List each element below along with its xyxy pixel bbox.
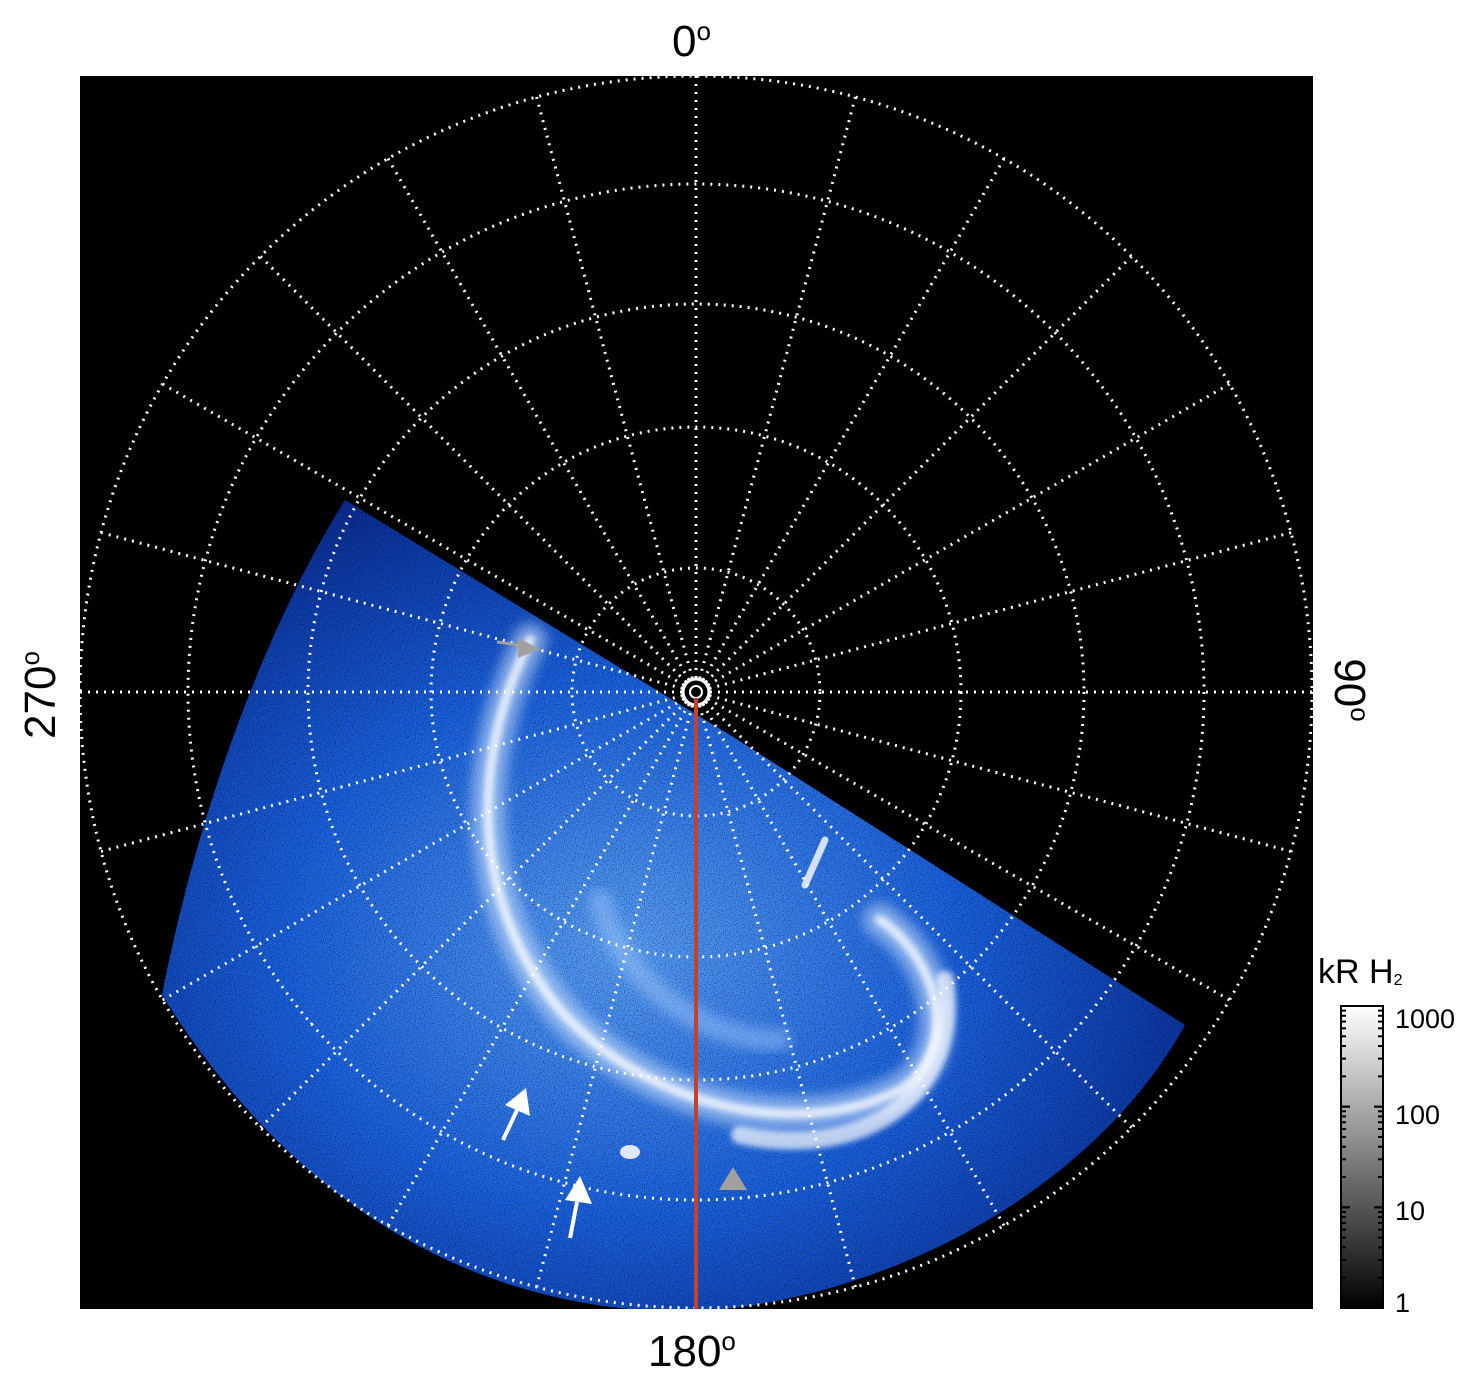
gray-arrow-top [496,638,540,658]
noise-layer [162,500,1185,1309]
colorbar-tick-10: 10 [1395,1196,1426,1226]
colorbar-tick-1: 1 [1395,1288,1411,1318]
axis-label-180: 180o [648,1326,736,1376]
colorbar-title: kR H2 [1318,953,1403,991]
colorbar [1340,1005,1384,1309]
axis-label-0: 0o [672,16,711,66]
colorbar-tick-1000: 1000 [1395,1004,1456,1034]
gray-arrowhead-bottom [719,1167,747,1190]
colorbar-tick-100: 100 [1395,1100,1441,1130]
colorbar-ticks [1341,1005,1383,1309]
white-arrow-1 [501,1088,530,1141]
axis-label-270: 270o [15,651,65,739]
white-arrow-2 [565,1176,592,1239]
axis-label-90: 90o [1325,658,1375,722]
